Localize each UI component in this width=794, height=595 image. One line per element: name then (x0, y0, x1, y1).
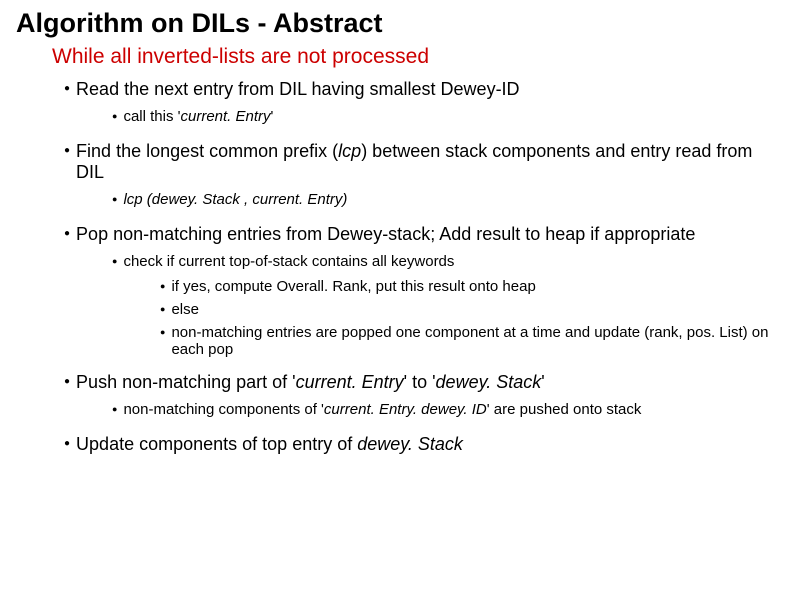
text-plain: ' (271, 108, 274, 125)
text-plain: ' (541, 372, 544, 392)
bullet-icon: ● (64, 376, 70, 387)
text-italic: dewey. Stack (357, 434, 463, 454)
text-italic: current. Entry (181, 108, 271, 125)
text-italic: dewey. Stack (436, 372, 542, 392)
bullet-icon: ● (112, 194, 117, 204)
text-plain: call this ' (123, 108, 180, 125)
text-plain: ' to ' (404, 372, 436, 392)
text-plain: Find the longest common prefix ( (76, 141, 338, 161)
step1-sub1: ● call this 'current. Entry' (112, 108, 778, 125)
step4-sub1: ● non-matching components of 'current. E… (112, 401, 778, 418)
bullet-icon: ● (112, 256, 117, 266)
step4-sub1-text: non-matching components of 'current. Ent… (123, 401, 778, 418)
bullet-icon: ● (64, 228, 70, 239)
text-plain: Update components of top entry of (76, 434, 357, 454)
step-update-components: ● Update components of top entry of dewe… (64, 434, 778, 455)
step3-sub1-text: check if current top-of-stack contains a… (123, 253, 778, 270)
bullet-icon: ● (64, 145, 70, 156)
step4-text: Push non-matching part of 'current. Entr… (76, 372, 778, 393)
text-plain: Push non-matching part of ' (76, 372, 296, 392)
step3-sub1c: ● non-matching entries are popped one co… (160, 324, 778, 358)
step3-text: Pop non-matching entries from Dewey-stac… (76, 224, 778, 245)
bullet-icon: ● (112, 111, 117, 121)
while-heading: While all inverted-lists are not process… (52, 45, 778, 69)
step3-sub1b: ● else (160, 301, 778, 318)
text-plain: ' are pushed onto stack (487, 401, 642, 418)
bullet-icon: ● (64, 83, 70, 94)
step3-sub1a: ● if yes, compute Overall. Rank, put thi… (160, 278, 778, 295)
slide-title: Algorithm on DILs - Abstract (16, 8, 778, 39)
step2-text: Find the longest common prefix (lcp) bet… (76, 141, 778, 183)
step3-sub1a-text: if yes, compute Overall. Rank, put this … (171, 278, 778, 295)
step3-sub1b-text: else (171, 301, 778, 318)
bullet-icon: ● (64, 438, 70, 449)
step-pop-nonmatching: ● Pop non-matching entries from Dewey-st… (64, 224, 778, 245)
step-read-next: ● Read the next entry from DIL having sm… (64, 79, 778, 100)
step1-text: Read the next entry from DIL having smal… (76, 79, 778, 100)
text-italic: current. Entry (296, 372, 404, 392)
step5-text: Update components of top entry of dewey.… (76, 434, 778, 455)
bullet-icon: ● (112, 404, 117, 414)
text-italic: lcp (338, 141, 361, 161)
step-push-nonmatching: ● Push non-matching part of 'current. En… (64, 372, 778, 393)
step1-sub1-text: call this 'current. Entry' (123, 108, 778, 125)
text-plain: non-matching components of ' (123, 401, 323, 418)
bullet-icon: ● (160, 281, 165, 291)
step2-sub1-text: lcp (dewey. Stack , current. Entry) (123, 191, 778, 208)
step-find-lcp: ● Find the longest common prefix (lcp) b… (64, 141, 778, 183)
step2-sub1: ● lcp (dewey. Stack , current. Entry) (112, 191, 778, 208)
text-italic: current. Entry. dewey. ID (324, 401, 487, 418)
bullet-icon: ● (160, 327, 165, 337)
step3-sub1: ● check if current top-of-stack contains… (112, 253, 778, 270)
bullet-icon: ● (160, 304, 165, 314)
step3-sub1c-text: non-matching entries are popped one comp… (171, 324, 778, 358)
